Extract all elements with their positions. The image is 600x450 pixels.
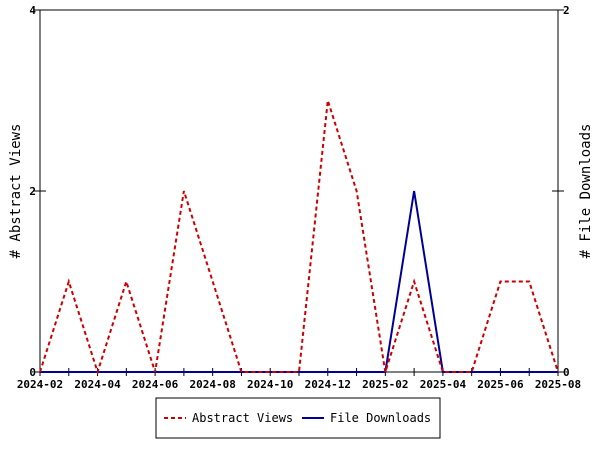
x-tick-label: 2024-02 bbox=[17, 378, 63, 391]
x-tick-label: 2024-06 bbox=[132, 378, 179, 391]
legend-label-abstract-views: Abstract Views bbox=[192, 411, 293, 425]
series-line-file-downloads bbox=[40, 190, 558, 373]
legend-label-file-downloads: File Downloads bbox=[330, 411, 431, 425]
y-axis-right: 02 bbox=[552, 4, 570, 379]
y-tick-label: 2 bbox=[29, 185, 36, 198]
x-axis: 2024-02 2024-04 2024-06 2024-08 2024-10 2024-… bbox=[17, 368, 581, 391]
y2-axis-title: # File Downloads bbox=[578, 124, 594, 259]
x-tick-label: 2024-12 bbox=[305, 378, 351, 391]
x-tick-label: 2025-06 bbox=[477, 378, 524, 391]
x-tick-label: 2025-08 bbox=[535, 378, 581, 391]
y-tick-label: 4 bbox=[29, 4, 36, 17]
plot-area-frame bbox=[39, 9, 559, 373]
x-tick-label: 2024-04 bbox=[74, 378, 121, 391]
y-axis-title: # Abstract Views bbox=[8, 124, 24, 259]
legend: Abstract Views File Downloads bbox=[155, 397, 441, 439]
series-line-abstract-views bbox=[39, 100, 559, 376]
x-tick-label: 2025-02 bbox=[362, 378, 408, 391]
x-tick-label: 2024-10 bbox=[247, 378, 293, 391]
series-layer bbox=[39, 100, 559, 376]
x-tick-label: 2025-04 bbox=[420, 378, 467, 391]
y2-tick-label: 2 bbox=[563, 4, 570, 17]
legend-box bbox=[155, 397, 441, 439]
x-tick-label: 2024-08 bbox=[189, 378, 235, 391]
y2-tick-label: 0 bbox=[563, 366, 570, 379]
y-tick-label: 0 bbox=[29, 366, 36, 379]
y-axis-left: 0 2 4 bbox=[29, 4, 46, 379]
